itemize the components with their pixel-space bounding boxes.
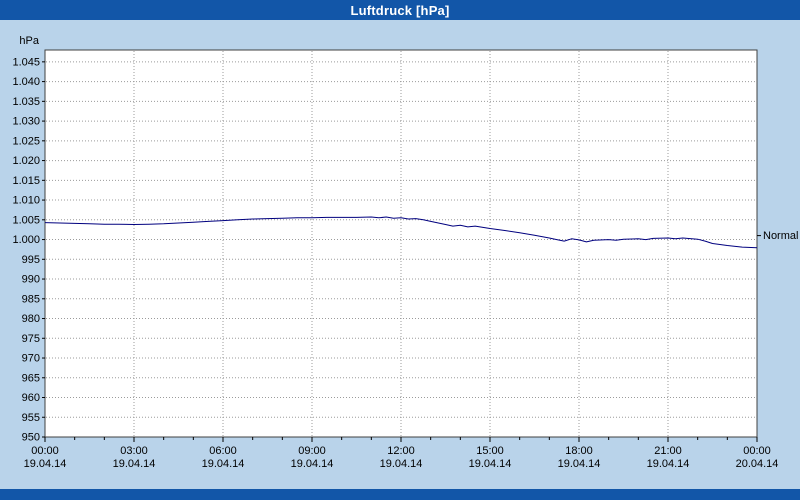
y-tick-label: 975 bbox=[22, 333, 40, 345]
y-axis-labels bbox=[42, 61, 45, 438]
x-axis bbox=[44, 437, 758, 442]
y-tick-label: 1.030 bbox=[12, 116, 40, 128]
x-tick-date: 19.04.14 bbox=[469, 458, 512, 470]
x-tick-time: 15:00 bbox=[476, 445, 504, 457]
pressure-line bbox=[44, 216, 758, 249]
x-tick-date: 19.04.14 bbox=[202, 458, 245, 470]
x-tick-time: 09:00 bbox=[298, 445, 326, 457]
y-tick-label: 990 bbox=[22, 274, 40, 286]
y-tick-label: 1.035 bbox=[12, 96, 40, 108]
x-tick-time: 06:00 bbox=[209, 445, 237, 457]
y-tick-label: 1.005 bbox=[12, 214, 40, 226]
y-tick-label: 980 bbox=[22, 313, 40, 325]
x-tick-time: 18:00 bbox=[565, 445, 593, 457]
y-tick-label: 1.000 bbox=[12, 234, 40, 246]
y-tick-label: 1.040 bbox=[12, 76, 40, 88]
chart-title: Luftdruck [hPa] bbox=[350, 2, 450, 18]
y-tick-label: 970 bbox=[22, 353, 40, 365]
chart-area: 1.045 1.040 1.035 1.030 1.025 1.020 1.015 1.010… bbox=[0, 20, 800, 489]
v-gridlines bbox=[133, 51, 669, 436]
x-tick-date: 19.04.14 bbox=[558, 458, 601, 470]
y-tick-label: 960 bbox=[22, 392, 40, 404]
x-tick-date: 19.04.14 bbox=[380, 458, 423, 470]
y-tick-label: 1.045 bbox=[12, 56, 40, 68]
bottom-bar bbox=[0, 489, 800, 500]
x-tick-date: 20.04.14 bbox=[736, 458, 779, 470]
x-tick-time: 00:00 bbox=[743, 445, 771, 457]
x-tick-date: 19.04.14 bbox=[24, 458, 67, 470]
y-axis-unit: hPa bbox=[19, 35, 39, 47]
y-tick-label: 955 bbox=[22, 412, 40, 424]
y-tick-label: 965 bbox=[22, 372, 40, 384]
window-titlebar: Luftdruck [hPa] bbox=[0, 0, 800, 20]
y-tick-label: 950 bbox=[22, 432, 40, 444]
y-tick-label: 1.015 bbox=[12, 175, 40, 187]
y-tick-label: 985 bbox=[22, 293, 40, 305]
x-tick-time: 12:00 bbox=[387, 445, 415, 457]
normal-label: Normal bbox=[763, 230, 798, 242]
h-gridlines bbox=[46, 61, 756, 418]
y-tick-label: 995 bbox=[22, 254, 40, 266]
x-tick-time: 00:00 bbox=[31, 445, 59, 457]
x-tick-time: 21:00 bbox=[654, 445, 682, 457]
y-tick-label: 1.020 bbox=[12, 155, 40, 167]
y-tick-label: 1.010 bbox=[12, 195, 40, 207]
x-tick-date: 19.04.14 bbox=[291, 458, 334, 470]
x-tick-time: 03:00 bbox=[120, 445, 148, 457]
x-tick-date: 19.04.14 bbox=[113, 458, 156, 470]
pressure-chart-svg: 1.045 1.040 1.035 1.030 1.025 1.020 1.015 1.010… bbox=[12, 35, 798, 470]
y-tick-label: 1.025 bbox=[12, 135, 40, 147]
x-tick-date: 19.04.14 bbox=[647, 458, 690, 470]
